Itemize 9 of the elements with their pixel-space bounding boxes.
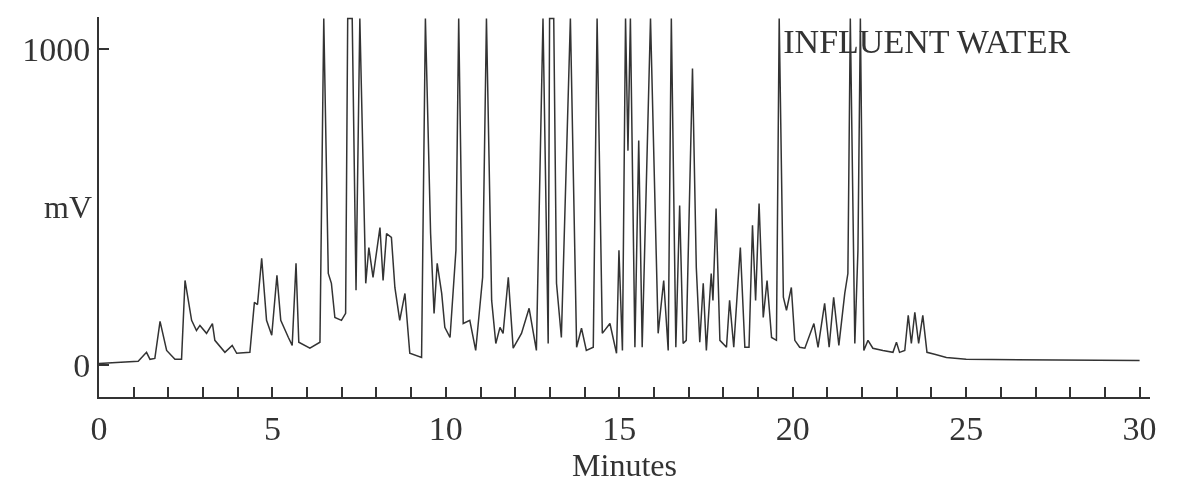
- y-axis-title: mV: [44, 189, 92, 225]
- x-tick-label: 20: [775, 409, 810, 447]
- x-tick-label: 5: [263, 409, 281, 447]
- x-tick-label: 15: [602, 409, 637, 447]
- x-axis-title: Minutes: [572, 446, 677, 483]
- y-tick-label: 1000: [22, 30, 91, 68]
- x-tick-label: 30: [1122, 409, 1157, 447]
- x-tick-label: 25: [949, 409, 984, 447]
- x-tick-label: 10: [428, 409, 463, 447]
